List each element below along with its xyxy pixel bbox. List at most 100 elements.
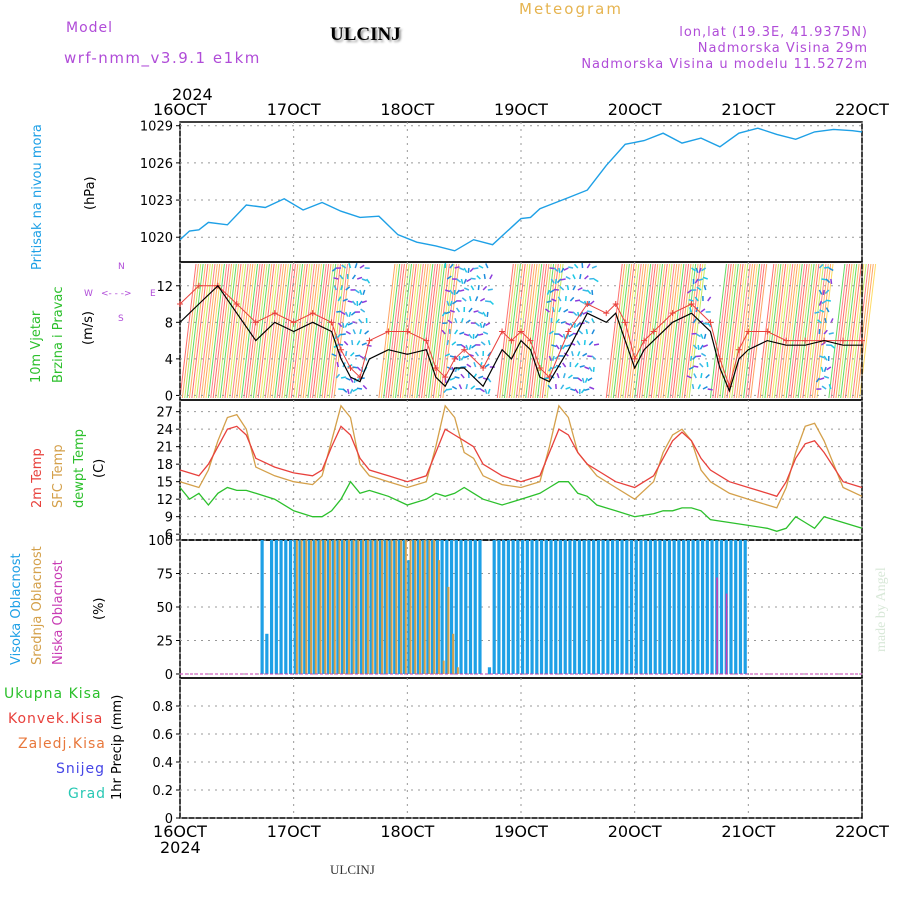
wind-arrow (362, 384, 368, 390)
wind-arrow (362, 289, 366, 295)
wind-barb (300, 263, 318, 399)
high-cloud-bar (743, 540, 747, 674)
wind-arrow (474, 296, 479, 302)
high-cloud-bar (691, 540, 695, 674)
wind-arrow (356, 387, 363, 390)
compass-s: S (118, 314, 124, 324)
y-tick-label: 0 (165, 389, 173, 404)
lonlat: lon,lat (19.3E, 41.9375N) (679, 25, 868, 40)
year-top: 2024 (172, 85, 213, 104)
y-tick-label: 0.8 (152, 700, 173, 715)
wind-barb (425, 263, 443, 399)
wind-arrow (565, 276, 571, 280)
high-cloud-bar (573, 540, 577, 674)
high-cloud-bar (449, 540, 454, 674)
wind-arrow (551, 355, 555, 362)
wind-arrow (584, 366, 590, 370)
mid-cloud-bar (400, 540, 403, 674)
high-cloud-bar (738, 540, 743, 674)
wind-arrow (588, 366, 593, 372)
high-cloud-bar (506, 540, 510, 674)
wind-barb (629, 263, 647, 399)
wind-arrow (482, 285, 488, 291)
gust-point (735, 346, 742, 353)
wind-barb (250, 263, 268, 399)
wind-arrow (702, 344, 708, 348)
high-cloud-bar (303, 540, 307, 674)
gust-point (499, 328, 506, 335)
wind-barb (231, 263, 249, 399)
wind-arrow (352, 329, 356, 335)
wind-barb (653, 263, 671, 399)
wind-arrow (351, 300, 357, 306)
wind-arrow (572, 274, 576, 280)
wind-arrow (349, 351, 355, 357)
wind-arrow (573, 322, 576, 329)
high-cloud-bar (487, 667, 492, 674)
wind-arrow (697, 278, 704, 282)
x-tick-label-top: 20OCT (608, 100, 662, 119)
high-cloud-bar (459, 540, 463, 674)
high-cloud-bar (587, 540, 591, 674)
y-tick-label: 0 (165, 812, 173, 827)
wind-barb (248, 263, 266, 399)
wind-barb (205, 263, 223, 399)
wind-arrow (359, 355, 365, 360)
wind-barb (709, 263, 727, 399)
wind-arrow (449, 309, 455, 313)
high-cloud-bar (563, 540, 567, 674)
high-cloud-bar (383, 540, 387, 674)
wind-arrow (443, 388, 448, 394)
wind-barb (686, 263, 704, 399)
x-tick-label-bottom: 19OCT (494, 822, 548, 841)
high-cloud-bar (696, 540, 700, 674)
high-cloud-bar (364, 540, 368, 674)
y-tick-label: 1026 (140, 157, 173, 172)
gust-point (195, 282, 202, 289)
wind-barb (191, 263, 209, 399)
high-cloud-bar (648, 540, 653, 674)
wind-arrow (568, 311, 574, 314)
station-height: Nadmorska Visina 29m (697, 41, 868, 56)
x-tick-label-bottom: 16OCT (153, 822, 207, 841)
wind-arrow (441, 329, 446, 335)
wind-arrow (823, 366, 827, 372)
wind-barb (508, 263, 526, 399)
wind-arrow (444, 311, 451, 315)
gust-point (622, 319, 629, 326)
high-cloud-bar (625, 540, 629, 674)
wind-arrow (830, 344, 836, 349)
wind-barb (674, 263, 692, 399)
mid-cloud-bar (319, 540, 322, 674)
wind-arrow (468, 307, 473, 313)
low-cloud-bar (725, 593, 728, 674)
high-cloud-bar (274, 540, 278, 674)
compass-arrows: <- - -> (101, 289, 132, 299)
wind-barb (506, 263, 524, 399)
gust-point (802, 337, 809, 344)
gust-point (859, 337, 865, 344)
compass-w: W (84, 289, 93, 299)
wind-arrow (587, 355, 593, 358)
high-cloud-bar (421, 540, 425, 674)
high-cloud-bar (359, 540, 364, 674)
wind-arrow (356, 340, 361, 346)
wind-barb (203, 263, 221, 399)
wind-arrow (454, 266, 460, 269)
mid-cloud-bar (390, 540, 393, 674)
wind-arrow (485, 322, 491, 327)
wind-barb (323, 263, 341, 399)
wind-arrow (447, 319, 453, 324)
wind-arrow (702, 276, 708, 280)
wind-barb (636, 263, 654, 399)
high-cloud-bar (331, 540, 335, 674)
mid-cloud-bar (452, 633, 455, 674)
wind-barb (842, 263, 860, 399)
wind-barb (319, 263, 337, 399)
wind-arrow (484, 388, 488, 394)
wind-arrow (486, 311, 489, 318)
wind-arrow (336, 333, 342, 339)
temp2m-line (179, 425, 863, 498)
wind-arrow (449, 263, 454, 269)
wind-arrow (464, 287, 470, 291)
